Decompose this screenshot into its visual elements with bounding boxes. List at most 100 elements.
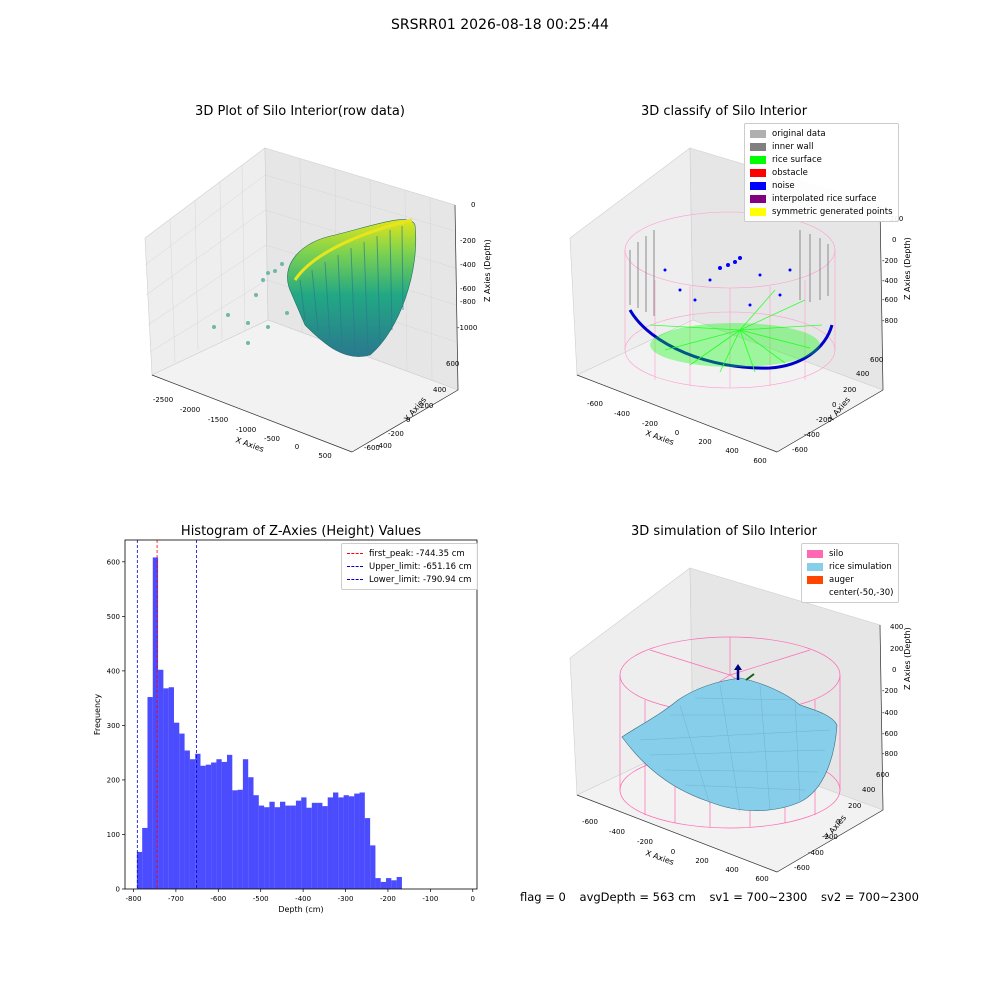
classify-legend: original data inner wall rice surface ob…: [744, 123, 899, 222]
raw-ztick: -400: [460, 261, 476, 269]
histogram-bar: [311, 802, 318, 889]
legend-item: Upper_limit: -651.16 cm: [347, 560, 472, 573]
histogram-xtick-label: -200: [380, 895, 396, 903]
status-footer: flag = 0 avgDepth = 563 cm sv1 = 700~230…: [520, 890, 929, 904]
histogram-bar: [184, 750, 190, 889]
legend-item: rice simulation: [807, 560, 893, 573]
legend-swatch: [750, 181, 766, 190]
classify-ytick: 200: [843, 386, 856, 394]
legend-label: obstacle: [772, 167, 808, 178]
raw-ztick: 0: [471, 201, 475, 209]
histogram-bar: [216, 759, 222, 889]
histogram-ylabel: Frequency: [93, 694, 102, 736]
raw-point-cloud: [212, 218, 417, 357]
histogram-bar: [285, 805, 291, 889]
classify-xtick: 200: [698, 438, 711, 446]
raw-ztick: -1000: [457, 324, 477, 332]
legend-swatch: [750, 207, 766, 216]
histogram-bar: [221, 761, 227, 889]
classify-ytick: 0: [832, 401, 836, 409]
raw-xlabel: X Axies: [234, 435, 265, 454]
histogram-xtick-label: -700: [168, 895, 184, 903]
simulation-ytick: -400: [808, 849, 824, 857]
histogram-xtick-label: -800: [126, 895, 142, 903]
classify-xtick: 400: [725, 447, 738, 455]
histogram-ytick-label: 0: [116, 886, 120, 894]
simulation-ztick: 0: [892, 666, 896, 674]
legend-label: silo: [829, 548, 844, 559]
legend-swatch: [807, 549, 823, 558]
raw-xtick: 0: [295, 443, 299, 451]
histogram-bar: [189, 759, 196, 889]
raw-xtick: -500: [264, 435, 280, 443]
histogram-bar: [396, 877, 402, 889]
legend-label: auger: [829, 574, 854, 585]
figure-title: SRSRR01 2026-08-18 00:25:44: [391, 17, 609, 33]
classify-ztick: -800: [882, 317, 898, 325]
legend-line: [347, 566, 363, 567]
raw-ytick: -600: [364, 444, 380, 452]
raw-xtick: 500: [318, 452, 331, 460]
raw-plot-title: 3D Plot of Silo Interior(row data): [195, 104, 405, 119]
legend-item: symmetric generated points: [750, 205, 893, 218]
histogram-bar: [168, 687, 174, 889]
histogram-bar: [386, 878, 392, 889]
histogram-xtick-label: 0: [471, 895, 475, 903]
simulation-xtick: 400: [725, 866, 738, 874]
classify-ztick: 0: [892, 236, 896, 244]
raw-ztick: -800: [460, 298, 476, 306]
classify-ytick: -400: [804, 431, 820, 439]
legend-item: original data: [750, 127, 893, 140]
histogram-ytick-label: 500: [107, 613, 120, 621]
histogram-bar: [317, 802, 323, 889]
simulation-xtick: 0: [671, 848, 675, 856]
histogram-bar: [136, 851, 143, 889]
sv1-text: sv1 = 700~2300: [709, 890, 808, 904]
histogram-bar: [142, 827, 148, 889]
raw-ztick: -600: [460, 285, 476, 293]
legend-line: [347, 553, 363, 554]
histogram-bar: [237, 789, 243, 889]
legend-label: original data: [772, 128, 826, 139]
simulation-ytick: 200: [848, 802, 861, 810]
histogram-xtick-label: -400: [295, 895, 311, 903]
legend-swatch: [750, 155, 766, 164]
simulation-legend: silo rice simulation auger center(-50,-3…: [801, 543, 900, 603]
legend-label: symmetric generated points: [772, 206, 893, 217]
avg-depth-text: avgDepth = 563 cm: [579, 890, 696, 904]
raw-ytick: 0: [406, 416, 410, 424]
simulation-plot-title: 3D simulation of Silo Interior: [631, 524, 817, 539]
simulation-xtick: -200: [637, 838, 653, 846]
legend-label: Lower_limit: -790.94 cm: [369, 574, 472, 585]
histogram-bar: [195, 753, 201, 889]
histogram-bar: [380, 881, 387, 889]
raw-ytick: -200: [388, 430, 404, 438]
histogram-bar: [348, 796, 355, 889]
raw-ztick: -200: [460, 237, 476, 245]
histogram-bar: [211, 762, 217, 889]
histogram-ytick-label: 200: [107, 776, 120, 784]
simulation-3d-plot: -600 -400 -200 0 200 400 600 X Axies 600…: [569, 567, 912, 883]
classify-xtick: -200: [642, 420, 658, 428]
simulation-ztick: -800: [882, 750, 898, 758]
classify-ztick: -600: [882, 296, 898, 304]
raw-3d-plot: -2500 -2000 -1500 -1000 -500 0 500 X Axi…: [144, 147, 492, 460]
classify-plot-title: 3D classify of Silo Interior: [640, 104, 808, 119]
histogram-bar: [364, 818, 371, 889]
histogram-bar: [274, 807, 281, 889]
classify-ytick: 600: [870, 356, 883, 364]
histogram-bar: [343, 795, 349, 889]
histogram-bar: [258, 805, 265, 889]
raw-ytick: 400: [433, 386, 446, 394]
histogram-ytick-label: 300: [107, 722, 120, 730]
simulation-ztick: -600: [882, 730, 898, 738]
histogram-bar: [248, 777, 254, 889]
simulation-zlabel: Z Axies (Depth): [903, 627, 912, 690]
histogram-bar: [322, 806, 328, 889]
raw-xtick: -2500: [153, 396, 173, 404]
legend-item: noise: [750, 179, 893, 192]
legend-label: Upper_limit: -651.16 cm: [369, 561, 472, 572]
classify-zlabel: Z Axies (Depth): [903, 237, 912, 300]
simulation-xtick: 600: [755, 875, 768, 883]
histogram-bar: [301, 797, 307, 889]
